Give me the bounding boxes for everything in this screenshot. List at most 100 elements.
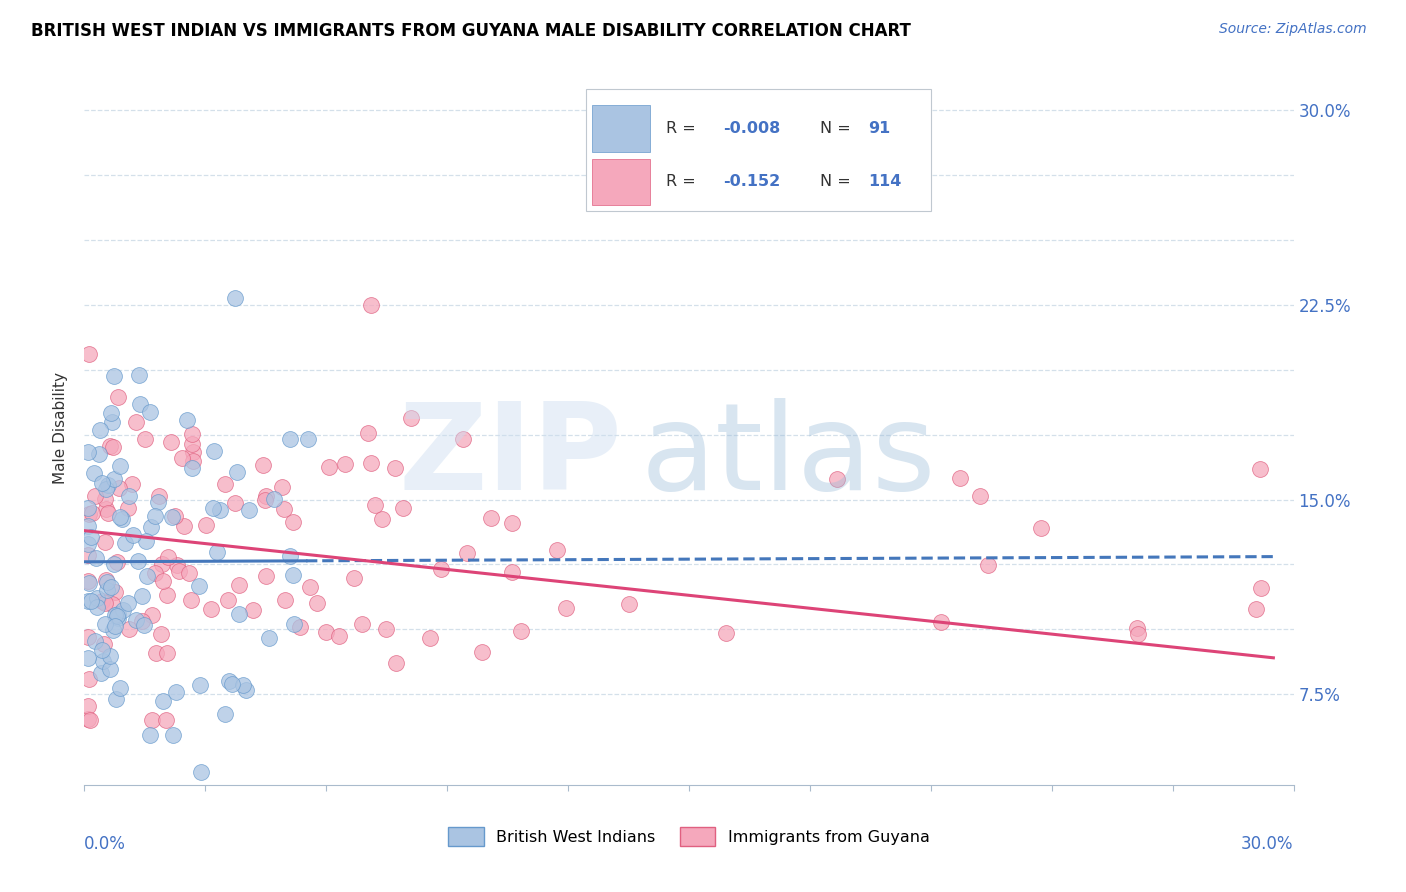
- Point: [77, 549, 100, 563]
- Point: [167, 564, 190, 578]
- Point: [977, 558, 1000, 572]
- Point: [80, 594, 103, 608]
- Text: atlas: atlas: [641, 398, 936, 516]
- Point: [166, 558, 188, 572]
- Point: [318, 459, 340, 474]
- Point: [242, 603, 264, 617]
- Point: [510, 624, 533, 639]
- Point: [1246, 602, 1268, 616]
- Text: R =: R =: [666, 121, 700, 136]
- Point: [91, 594, 114, 608]
- Point: [419, 632, 441, 646]
- Point: [108, 459, 131, 474]
- Text: -0.008: -0.008: [723, 121, 780, 136]
- Point: [101, 440, 124, 454]
- Point: [77, 574, 100, 588]
- Point: [162, 728, 184, 742]
- Point: [93, 596, 115, 610]
- Point: [91, 475, 114, 490]
- Y-axis label: Male Disability: Male Disability: [53, 372, 69, 484]
- Point: [77, 593, 100, 607]
- Point: [257, 632, 280, 646]
- Point: [89, 447, 111, 461]
- Point: [165, 685, 187, 699]
- Text: 91: 91: [868, 121, 890, 136]
- Point: [134, 432, 156, 446]
- Point: [103, 368, 125, 383]
- Point: [716, 626, 738, 640]
- Point: [274, 593, 297, 607]
- Point: [80, 507, 103, 521]
- Point: [128, 368, 150, 383]
- Point: [145, 646, 167, 660]
- Point: [456, 546, 478, 560]
- Point: [83, 466, 105, 480]
- Point: [224, 496, 246, 510]
- Point: [360, 298, 382, 312]
- Point: [385, 656, 408, 670]
- Point: [143, 566, 166, 581]
- Point: [190, 678, 212, 692]
- Point: [86, 599, 108, 614]
- Point: [117, 596, 139, 610]
- Point: [200, 601, 222, 615]
- Point: [118, 489, 141, 503]
- Point: [103, 472, 125, 486]
- Point: [111, 603, 134, 617]
- Point: [77, 347, 100, 361]
- Point: [929, 615, 952, 629]
- Point: [209, 503, 232, 517]
- Point: [1126, 627, 1149, 641]
- Point: [77, 445, 100, 459]
- Point: [77, 501, 100, 516]
- Point: [91, 654, 114, 668]
- Point: [125, 613, 148, 627]
- Point: [148, 489, 170, 503]
- Point: [107, 390, 129, 404]
- Point: [150, 557, 173, 571]
- Point: [617, 597, 640, 611]
- Point: [77, 507, 100, 521]
- Point: [315, 624, 337, 639]
- Point: [84, 489, 107, 503]
- Point: [335, 457, 357, 471]
- Point: [235, 682, 257, 697]
- FancyBboxPatch shape: [592, 159, 650, 205]
- Point: [150, 627, 173, 641]
- Point: [108, 481, 131, 495]
- Point: [254, 493, 277, 508]
- Point: [146, 495, 169, 509]
- Point: [107, 611, 129, 625]
- Point: [297, 432, 319, 446]
- Point: [1029, 520, 1052, 534]
- Point: [79, 672, 101, 686]
- Point: [451, 433, 474, 447]
- Point: [163, 508, 186, 523]
- Point: [180, 592, 202, 607]
- Point: [117, 501, 139, 516]
- Text: Source: ZipAtlas.com: Source: ZipAtlas.com: [1219, 22, 1367, 37]
- Point: [187, 579, 209, 593]
- Point: [84, 550, 107, 565]
- Point: [214, 707, 236, 722]
- Point: [1126, 621, 1149, 635]
- Point: [263, 492, 285, 507]
- Point: [97, 507, 120, 521]
- Point: [825, 471, 848, 485]
- Point: [98, 649, 121, 664]
- Point: [125, 415, 148, 429]
- Point: [554, 600, 576, 615]
- Point: [305, 596, 328, 610]
- Point: [104, 585, 127, 599]
- Point: [127, 554, 149, 568]
- Point: [399, 410, 422, 425]
- Point: [371, 512, 394, 526]
- Point: [207, 545, 229, 559]
- Point: [429, 562, 451, 576]
- Point: [96, 483, 118, 497]
- Point: [104, 691, 127, 706]
- Point: [103, 557, 125, 571]
- Point: [254, 489, 277, 503]
- Point: [202, 444, 225, 458]
- Point: [77, 537, 100, 551]
